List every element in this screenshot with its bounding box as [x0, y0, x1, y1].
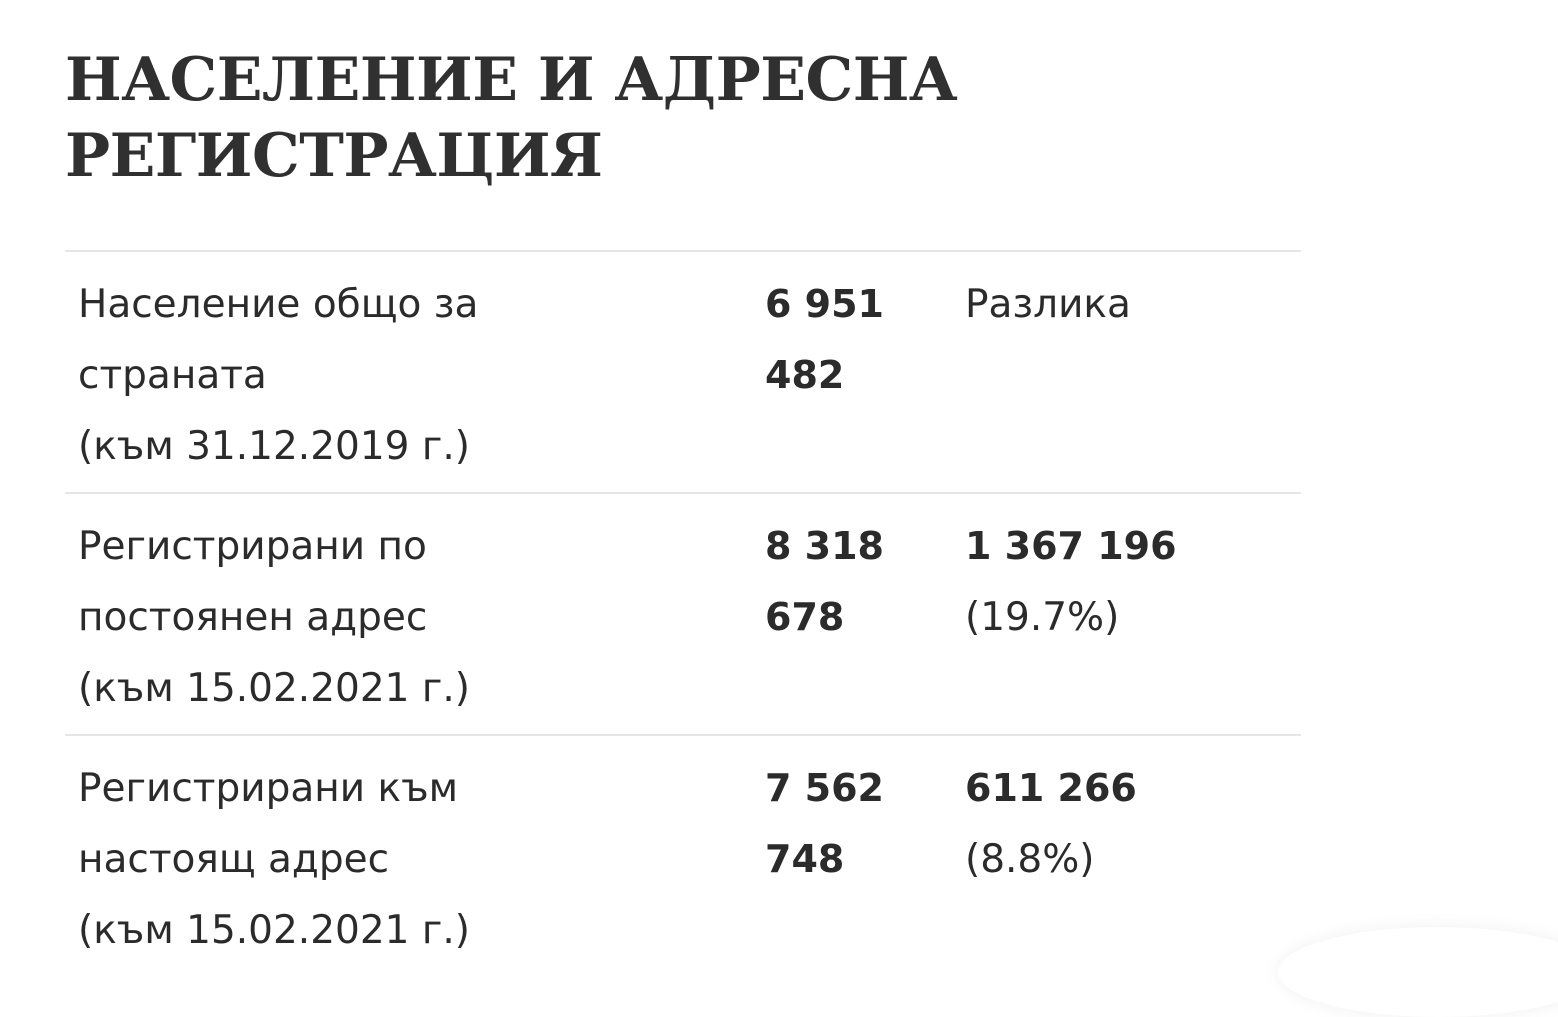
table-row-current-address: Регистрирани към настоящ адрес (към 15.0…	[65, 736, 1301, 976]
difference-value: 611 266	[965, 766, 1137, 810]
label-line: Регистрирани по	[78, 524, 427, 569]
value-line: 482	[765, 353, 845, 397]
table-row-permanent-address: Регистрирани по постоянен адрес (към 15.…	[65, 494, 1301, 736]
title-line-1: НАСЕЛЕНИЕ И АДРЕСНА	[65, 45, 958, 115]
label-line: настоящ адрес	[78, 837, 390, 882]
label-line: Население общо за	[78, 282, 479, 327]
difference-percent: (8.8%)	[965, 837, 1095, 882]
table-row-total-population: Население общо за страната (към 31.12.20…	[65, 252, 1301, 494]
row-difference: 1 367 196 (19.7%)	[965, 511, 1295, 653]
label-date: (към 31.12.2019 г.)	[78, 424, 470, 469]
label-date: (към 15.02.2021 г.)	[78, 666, 470, 711]
population-table: Население общо за страната (към 31.12.20…	[65, 250, 1301, 976]
value-line: 8 318	[765, 524, 884, 568]
label-line: страната	[78, 353, 267, 398]
difference-percent: (19.7%)	[965, 595, 1120, 640]
row-value: 7 562 748	[765, 753, 915, 895]
label-line: Регистрирани към	[78, 766, 459, 811]
value-line: 7 562	[765, 766, 884, 810]
difference-header: Разлика	[965, 269, 1295, 340]
row-difference: 611 266 (8.8%)	[965, 753, 1295, 895]
difference-label: Разлика	[965, 282, 1131, 327]
value-line: 748	[765, 837, 845, 881]
value-line: 678	[765, 595, 845, 639]
title-line-2: РЕГИСТРАЦИЯ	[65, 121, 603, 191]
overlay-edge	[1278, 927, 1558, 1017]
row-label: Население общо за страната (към 31.12.20…	[78, 269, 678, 482]
row-label: Регистрирани по постоянен адрес (към 15.…	[78, 511, 678, 724]
page-title: НАСЕЛЕНИЕ И АДРЕСНА РЕГИСТРАЦИЯ	[65, 42, 1265, 194]
label-line: постоянен адрес	[78, 595, 428, 640]
value-line: 6 951	[765, 282, 884, 326]
difference-value: 1 367 196	[965, 524, 1177, 568]
row-label: Регистрирани към настоящ адрес (към 15.0…	[78, 753, 678, 966]
label-date: (към 15.02.2021 г.)	[78, 908, 470, 953]
row-value: 6 951 482	[765, 269, 915, 411]
row-value: 8 318 678	[765, 511, 915, 653]
